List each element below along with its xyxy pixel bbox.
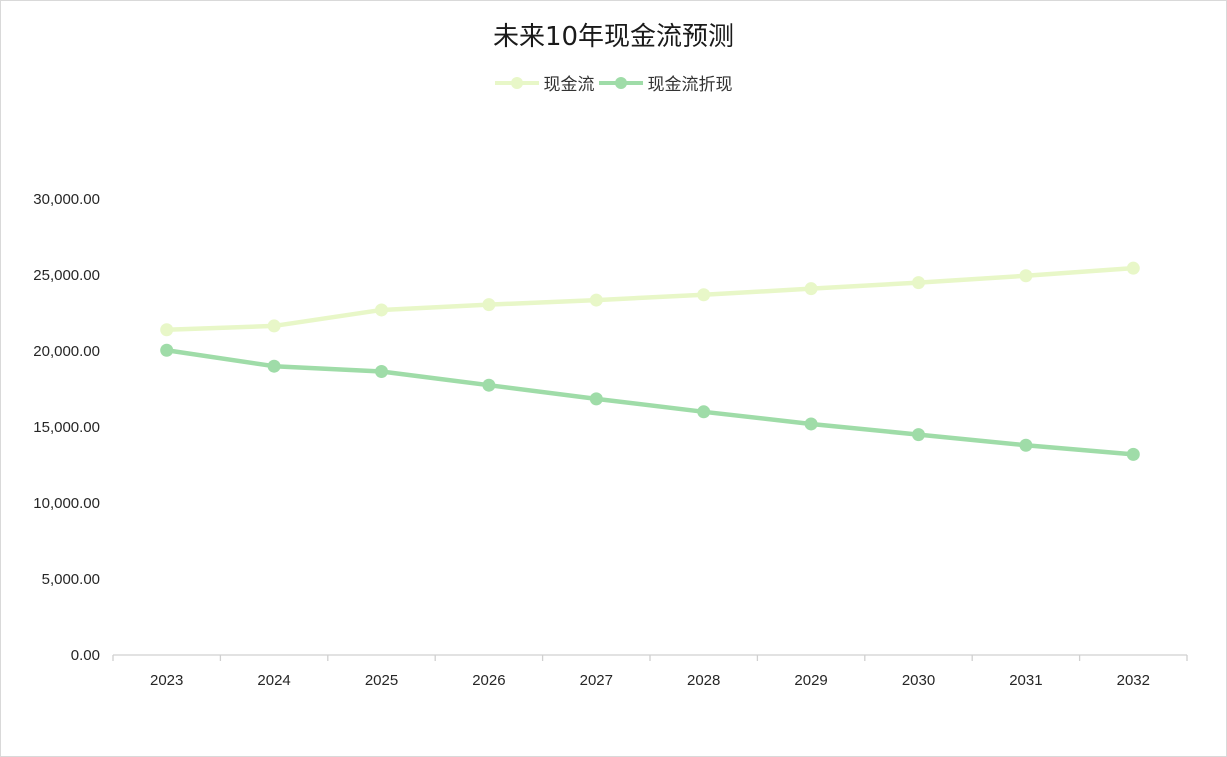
x-tick-label-2028: 2028 — [687, 672, 720, 689]
data-point-series-0-2025 — [375, 303, 388, 317]
data-point-series-0-2026 — [482, 298, 496, 312]
x-tick-label-2025: 2025 — [365, 672, 398, 689]
y-tick-label: 25,000.00 — [33, 267, 100, 284]
data-point-series-0-2023 — [160, 323, 174, 337]
x-tick-label-2030: 2030 — [902, 672, 935, 689]
chart-title: 未来10年现金流预测 — [492, 22, 735, 52]
series-line-1 — [164, 347, 1136, 457]
y-tick-label: 10,000.00 — [33, 495, 100, 512]
data-point-series-0-2028 — [697, 288, 711, 302]
legend-item-discounted-cash-flow: 现金流折现 — [598, 70, 733, 95]
data-point-series-0-2032 — [1126, 261, 1140, 275]
y-tick-label: 0.00 — [71, 647, 100, 664]
y-tick-label: 15,000.00 — [33, 419, 100, 436]
data-point-series-0-2029 — [804, 282, 818, 296]
series-line-0 — [164, 265, 1136, 332]
data-point-series-1-2031 — [1019, 438, 1033, 452]
data-point-series-0-2030 — [912, 276, 925, 290]
data-point-series-0-2024 — [267, 319, 281, 333]
data-point-series-1-2030 — [912, 428, 925, 442]
x-tick-label-2023: 2023 — [150, 672, 183, 689]
data-point-series-1-2029 — [804, 417, 818, 431]
y-tick-label: 20,000.00 — [33, 343, 100, 360]
x-tick-label-2026: 2026 — [472, 672, 505, 689]
data-point-series-1-2026 — [482, 378, 496, 392]
data-point-series-1-2027 — [589, 392, 603, 406]
legend-marker-discounted-cash-flow — [598, 76, 643, 89]
y-tick-label: 5,000.00 — [42, 571, 100, 588]
x-tick-label-2032: 2032 — [1117, 672, 1150, 689]
data-point-series-0-2031 — [1019, 269, 1033, 283]
legend-label-discounted-cash-flow: 现金流折现 — [647, 75, 733, 95]
y-tick-label: 30,000.00 — [33, 191, 100, 208]
data-point-series-1-2028 — [697, 405, 711, 419]
data-point-series-1-2032 — [1126, 447, 1140, 461]
x-tick-label-2027: 2027 — [580, 672, 613, 689]
x-tick-label-2024: 2024 — [257, 672, 290, 689]
legend-item-cash-flow: 现金流 — [494, 70, 595, 95]
legend-marker-cash-flow — [494, 76, 539, 89]
x-tick-label-2031: 2031 — [1009, 672, 1042, 689]
data-point-series-1-2023 — [160, 343, 174, 357]
data-point-series-1-2024 — [267, 359, 281, 373]
legend-label-cash-flow: 现金流 — [543, 75, 595, 95]
x-tick-label-2029: 2029 — [794, 672, 827, 689]
data-point-series-0-2027 — [589, 293, 603, 307]
data-point-series-1-2025 — [375, 365, 388, 379]
chart-legend: 现金流 现金流折现 — [0, 70, 1227, 95]
